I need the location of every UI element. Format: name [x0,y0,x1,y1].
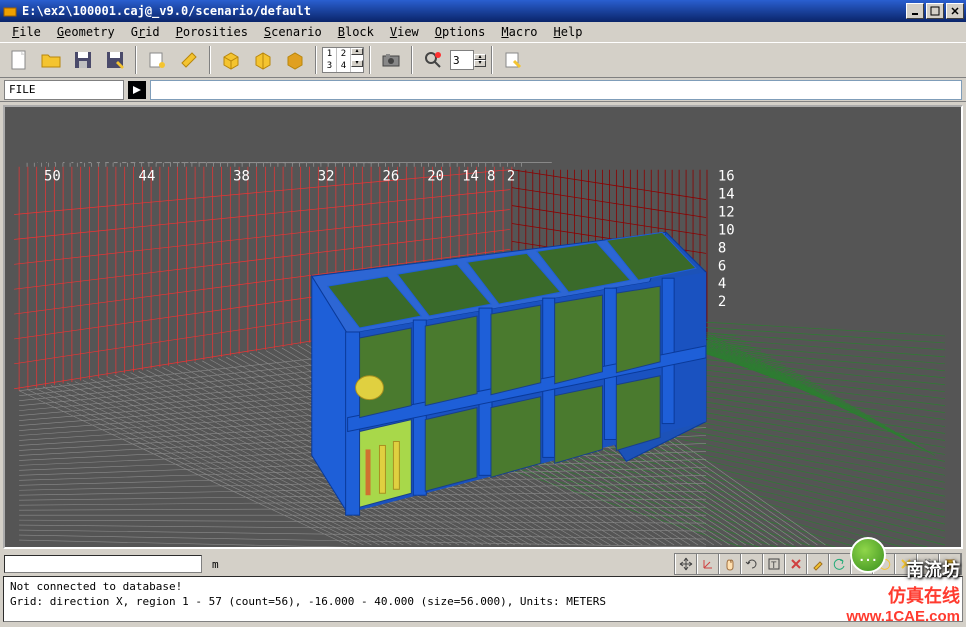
svg-text:38: 38 [233,169,250,185]
cut-x-icon[interactable] [895,554,917,574]
box-3-icon[interactable] [280,45,310,75]
svg-text:T: T [771,560,777,570]
menu-porosities[interactable]: Porosities [168,23,256,41]
number-input[interactable] [450,50,474,70]
command-bar: FILE [0,78,966,102]
eraser-icon[interactable] [174,45,204,75]
arrows-icon[interactable] [675,554,697,574]
app-icon [2,3,18,19]
status-line-1: Not connected to database! [10,579,956,594]
svg-text:14: 14 [718,187,735,203]
box-1-icon[interactable] [216,45,246,75]
command-label: FILE [4,80,124,100]
menu-file[interactable]: File [4,23,49,41]
scale-box [4,555,202,573]
box-2-icon[interactable] [248,45,278,75]
svg-text:20: 20 [427,169,444,185]
toolbar: 12▴ 34▾ ▴▾ [0,42,966,78]
menu-grid[interactable]: Grid [123,23,168,41]
menu-block[interactable]: Block [330,23,382,41]
svg-text:2: 2 [718,294,726,310]
hand-icon[interactable] [719,554,741,574]
svg-text:10: 10 [718,222,735,238]
maximize-button[interactable] [926,3,944,19]
axes-icon[interactable] [697,554,719,574]
zoom-icon[interactable] [418,45,448,75]
svg-text:26: 26 [382,169,399,185]
menubar: File Geometry Grid Porosities Scenario B… [0,22,966,42]
svg-text:8: 8 [487,169,495,185]
status-line-3: Grid: direction X, region 1 - 57 (count=… [10,594,956,609]
menu-help[interactable]: Help [546,23,591,41]
menu-macro[interactable]: Macro [493,23,545,41]
grid-spinner[interactable]: 12▴ 34▾ [322,47,364,73]
viewport-container: 5044383226201482 161412108642 [0,102,966,552]
gear-icon[interactable] [917,554,939,574]
open-folder-icon[interactable] [36,45,66,75]
svg-text:16: 16 [718,169,735,185]
svg-text:14: 14 [462,169,479,185]
titlebar: E:\ex2\100001.caj@_v9.0/scenario/default [0,0,966,22]
svg-text:50: 50 [44,169,61,185]
menu-geometry[interactable]: Geometry [49,23,123,41]
minimize-button[interactable] [906,3,924,19]
command-go-button[interactable] [128,81,146,99]
window-buttons [906,3,964,19]
text-icon[interactable]: T [763,554,785,574]
building-model [312,232,706,515]
menu-scenario[interactable]: Scenario [256,23,330,41]
svg-text:8: 8 [718,240,726,256]
svg-text:12: 12 [718,205,735,221]
status-bar: Not connected to database! Grid: directi… [3,576,963,622]
scene-svg: 5044383226201482 161412108642 [5,107,961,547]
viewport-3d[interactable]: 5044383226201482 161412108642 [3,105,963,549]
scale-unit: m [206,558,225,571]
pencil-icon[interactable] [807,554,829,574]
bottom-toolbar: T [674,553,962,575]
save-as-icon[interactable] [100,45,130,75]
svg-text:4: 4 [718,276,726,292]
rotate-icon[interactable] [741,554,763,574]
svg-text:6: 6 [718,258,726,274]
command-input[interactable] [150,80,962,100]
x-icon[interactable] [785,554,807,574]
menu-view[interactable]: View [382,23,427,41]
undo-icon[interactable] [829,554,851,574]
wand-icon[interactable] [142,45,172,75]
window-title: E:\ex2\100001.caj@_v9.0/scenario/default [22,4,906,18]
svg-text:44: 44 [139,169,156,185]
close-button[interactable] [946,3,964,19]
camera-icon[interactable] [376,45,406,75]
clip-icon[interactable] [498,45,528,75]
new-file-icon[interactable] [4,45,34,75]
number-field[interactable]: ▴▾ [450,49,486,71]
bottom-bar: m T [0,552,966,576]
clip2-icon[interactable] [939,554,961,574]
chat-bubble-icon: … [850,537,886,573]
save-icon[interactable] [68,45,98,75]
svg-text:32: 32 [318,169,335,185]
menu-options[interactable]: Options [427,23,494,41]
svg-text:2: 2 [507,169,515,185]
